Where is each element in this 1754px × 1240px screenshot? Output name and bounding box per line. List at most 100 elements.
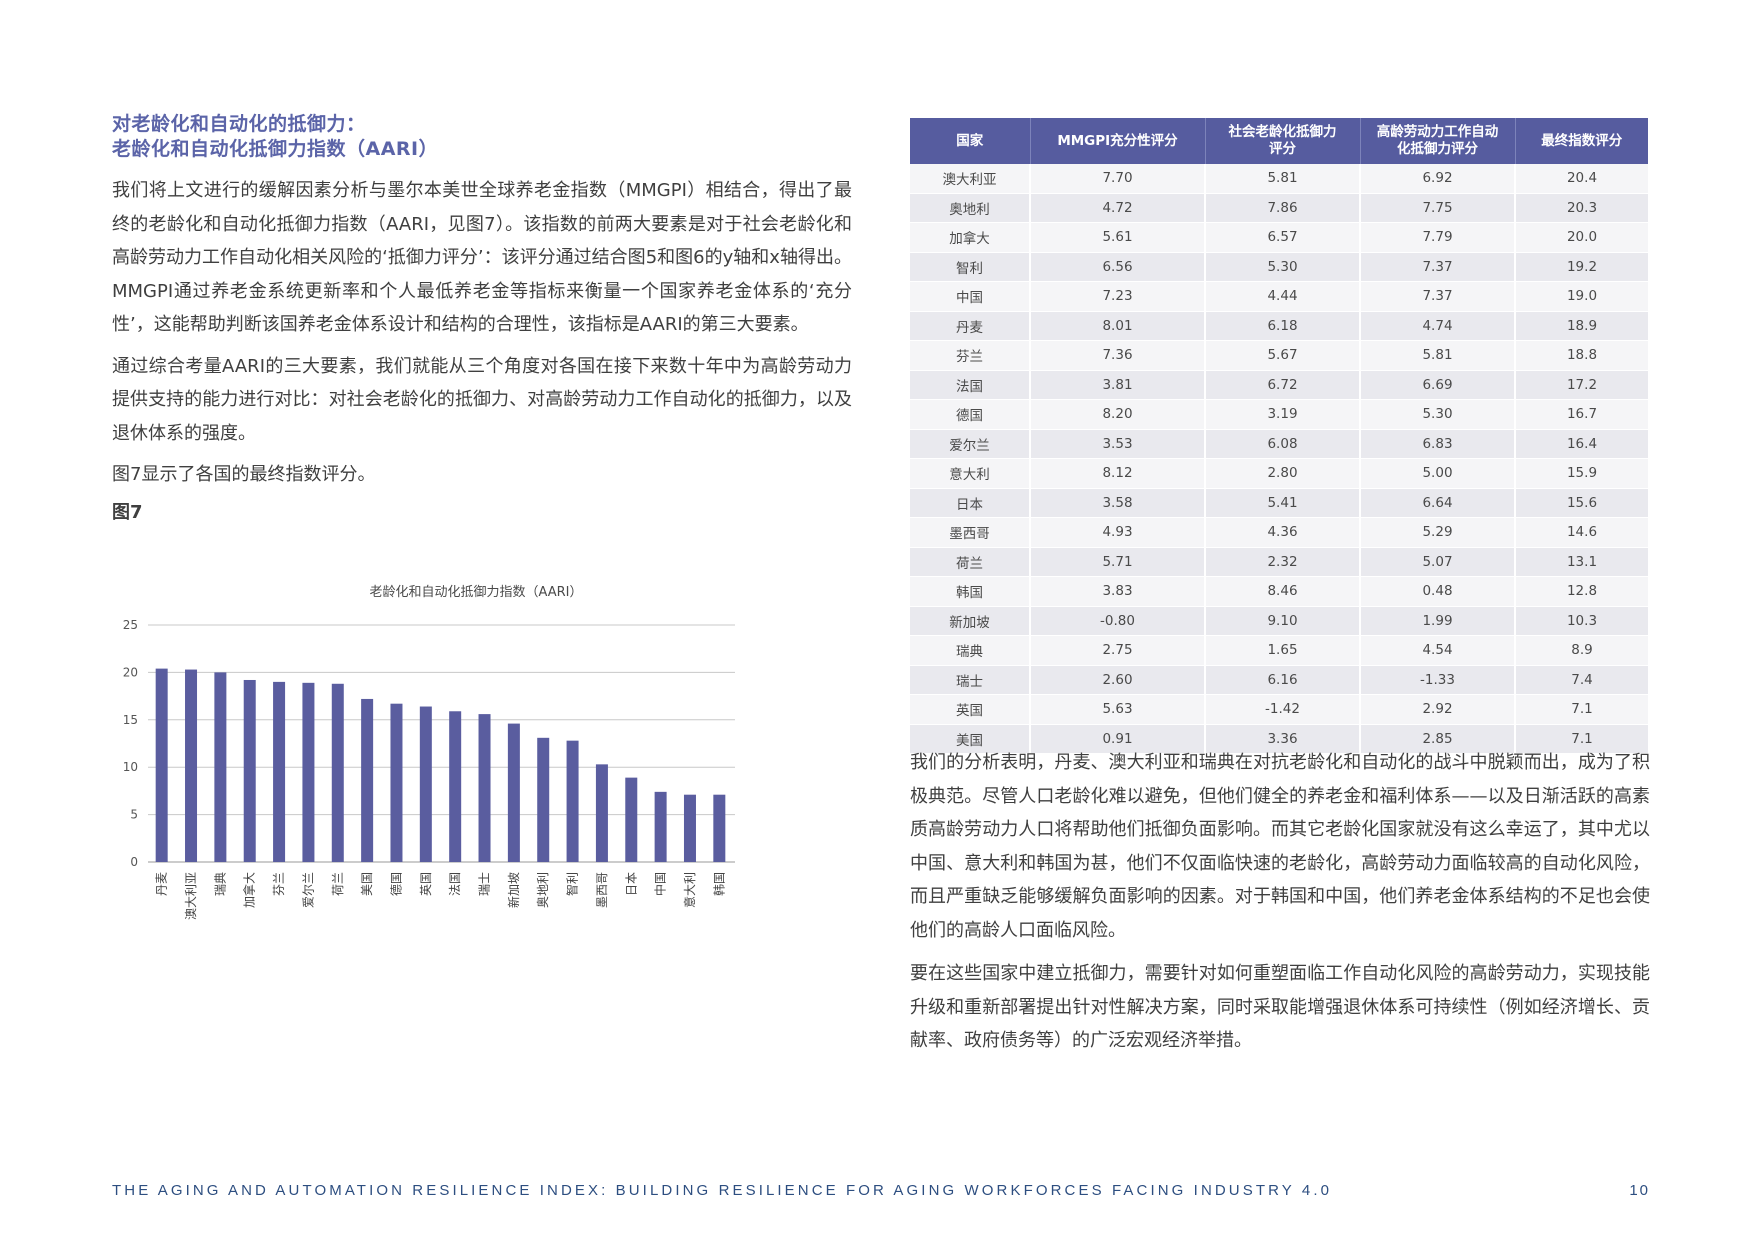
country-cell: 智利	[910, 252, 1031, 282]
table-row: 芬兰 7.36 5.67 5.81 18.8	[910, 340, 1648, 371]
chart-bar	[595, 764, 608, 862]
country-cell: 美国	[910, 724, 1031, 754]
table-row: 澳大利亚 7.70 5.81 6.92 20.4	[910, 164, 1648, 194]
chart-bar	[331, 683, 344, 862]
y-tick-label: 15	[123, 713, 138, 727]
x-tick-label: 新加坡	[506, 872, 521, 908]
score-cell: -1.42	[1205, 694, 1361, 725]
x-tick-label: 爱尔兰	[300, 872, 315, 908]
score-cell: 20.3	[1515, 193, 1648, 223]
score-cell: 6.72	[1205, 370, 1361, 400]
score-cell: 3.58	[1030, 488, 1206, 518]
score-cell: -0.80	[1030, 606, 1206, 636]
score-cell: 3.36	[1205, 724, 1361, 754]
comparison-paragraph: 通过综合考量AARI的三大要素，我们就能从三个角度对各国在接下来数十年中为高龄劳…	[112, 355, 852, 444]
x-tick-label: 奥地利	[536, 872, 550, 908]
score-cell: 2.92	[1360, 694, 1516, 725]
table-header-cell: 高龄劳动力工作自动 化抵御力评分	[1360, 118, 1516, 164]
table-row: 加拿大 5.61 6.57 7.79 20.0	[910, 222, 1648, 253]
score-cell: 1.65	[1205, 635, 1361, 666]
score-cell: 1.99	[1360, 606, 1516, 636]
chart-bar	[361, 698, 374, 862]
chart-bar	[155, 668, 168, 862]
score-cell: 5.67	[1205, 340, 1361, 371]
score-cell: 5.30	[1360, 399, 1516, 430]
table-row: 瑞典 2.75 1.65 4.54 8.9	[910, 635, 1648, 666]
score-cell: 16.4	[1515, 429, 1648, 459]
x-tick-label: 法国	[448, 872, 462, 896]
score-cell: 0.91	[1030, 724, 1206, 754]
score-cell: 15.6	[1515, 488, 1648, 518]
score-cell: 7.1	[1515, 724, 1648, 754]
chart-bar	[419, 706, 432, 862]
table-row: 智利 6.56 5.30 7.37 19.2	[910, 252, 1648, 282]
score-cell: 5.81	[1205, 164, 1361, 194]
table-row: 意大利 8.12 2.80 5.00 15.9	[910, 458, 1648, 489]
x-tick-label: 荷兰	[331, 872, 345, 896]
table-body: 澳大利亚 7.70 5.81 6.92 20.4 奥地利 4.72 7.86 7.75 20.3 加…	[910, 164, 1648, 754]
country-cell: 日本	[910, 488, 1031, 518]
score-cell: 7.4	[1515, 665, 1648, 695]
chart-bar	[214, 672, 227, 862]
table-row: 英国 5.63 -1.42 2.92 7.1	[910, 694, 1648, 725]
score-cell: 18.8	[1515, 340, 1648, 371]
chart-title: 老龄化和自动化抵御力指数（AARI）	[369, 585, 582, 600]
left-column: 对老龄化和自动化的抵御力： 老龄化和自动化抵御力指数（AARI） 我们将上文进行…	[112, 112, 852, 524]
score-cell: 6.56	[1030, 252, 1206, 282]
score-cell: 8.01	[1030, 311, 1206, 341]
footer-title: THE AGING AND AUTOMATION RESILIENCE INDE…	[112, 1182, 1333, 1199]
score-cell: 4.44	[1205, 281, 1361, 312]
table-row: 德国 8.20 3.19 5.30 16.7	[910, 399, 1648, 430]
score-cell: 2.85	[1360, 724, 1516, 754]
score-cell: 15.9	[1515, 458, 1648, 489]
score-cell: 5.29	[1360, 517, 1516, 548]
chart-bar	[478, 714, 491, 862]
country-cell: 丹麦	[910, 311, 1031, 341]
score-cell: 3.83	[1030, 576, 1206, 607]
score-cell: 5.41	[1205, 488, 1361, 518]
score-cell: 6.08	[1205, 429, 1361, 459]
score-cell: 4.93	[1030, 517, 1206, 548]
chart-bar	[625, 777, 638, 862]
y-tick-label: 25	[123, 618, 138, 632]
score-cell: 7.37	[1360, 281, 1516, 312]
y-tick-label: 0	[130, 855, 138, 869]
right-column: 我们的分析表明，丹麦、澳大利亚和瑞典在对抗老龄化和自动化的战斗中脱颖而出，成为了…	[910, 746, 1650, 1068]
score-cell: 19.2	[1515, 252, 1648, 282]
country-cell: 荷兰	[910, 547, 1031, 577]
x-tick-label: 德国	[388, 872, 403, 896]
score-cell: 16.7	[1515, 399, 1648, 430]
y-tick-label: 10	[123, 760, 138, 774]
country-cell: 新加坡	[910, 606, 1031, 636]
chart-bar	[683, 794, 696, 862]
figure-reference-paragraph: 图7显示了各国的最终指数评分。	[112, 464, 376, 485]
score-cell: 7.75	[1360, 193, 1516, 223]
table-row: 荷兰 5.71 2.32 5.07 13.1	[910, 547, 1648, 577]
intro-paragraph: 我们将上文进行的缓解因素分析与墨尔本美世全球养老金指数（MMGPI）相结合，得出…	[112, 180, 852, 335]
score-cell: 20.4	[1515, 164, 1648, 194]
table-header-cell: MMGPI充分性评分	[1030, 118, 1206, 164]
table-header-cell: 国家	[910, 118, 1031, 164]
country-cell: 芬兰	[910, 340, 1031, 371]
chart-bar	[537, 737, 550, 862]
score-cell: 7.23	[1030, 281, 1206, 312]
score-cell: 5.00	[1360, 458, 1516, 489]
scores-table: 国家 MMGPI充分性评分 社会老龄化抵御力 评分 高龄劳动力工作自动 化抵御力评分 最终指…	[910, 118, 1648, 754]
score-cell: 9.10	[1205, 606, 1361, 636]
section-heading-line1: 对老龄化和自动化的抵御力：	[112, 113, 366, 135]
chart-bar	[566, 740, 579, 862]
score-cell: 5.07	[1360, 547, 1516, 577]
score-cell: 3.19	[1205, 399, 1361, 430]
score-cell: 20.0	[1515, 222, 1648, 253]
score-cell: 14.6	[1515, 517, 1648, 548]
score-cell: 8.46	[1205, 576, 1361, 607]
table-row: 美国 0.91 3.36 2.85 7.1	[910, 724, 1648, 754]
score-cell: 5.63	[1030, 694, 1206, 725]
score-cell: 6.16	[1205, 665, 1361, 695]
score-cell: 7.36	[1030, 340, 1206, 371]
country-cell: 瑞典	[910, 635, 1031, 666]
country-cell: 奥地利	[910, 193, 1031, 223]
table-header-cell: 社会老龄化抵御力 评分	[1205, 118, 1361, 164]
x-tick-label: 瑞典	[213, 872, 227, 896]
score-cell: 5.30	[1205, 252, 1361, 282]
